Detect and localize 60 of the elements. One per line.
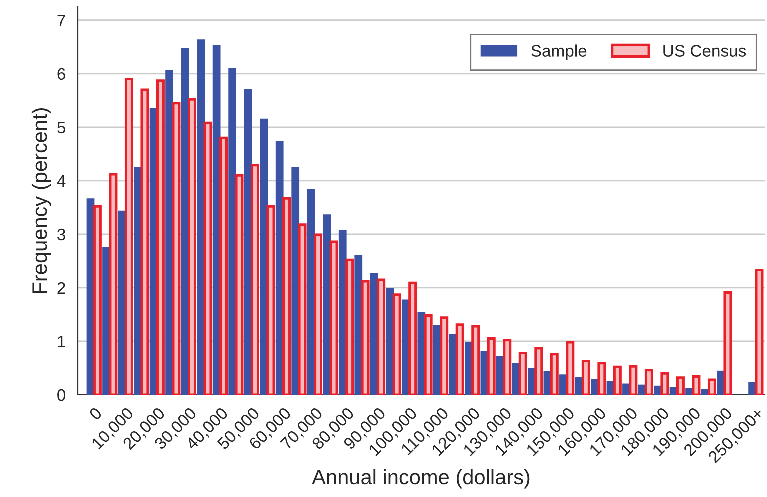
bar (582, 360, 590, 395)
bar (235, 174, 244, 395)
bar (724, 292, 732, 395)
bar (314, 234, 323, 395)
bar (487, 338, 496, 395)
bar (109, 173, 118, 395)
bar (282, 197, 292, 395)
bar (292, 167, 300, 395)
bar (708, 378, 716, 395)
bar (361, 280, 370, 395)
bar (472, 325, 480, 395)
y-tick-label: 3 (58, 228, 66, 241)
bar (260, 118, 268, 395)
y-axis-title: Frequency (percent) (32, 108, 52, 294)
y-tick-label: 2 (58, 282, 66, 294)
bar (188, 98, 196, 395)
bar (354, 255, 363, 395)
bar (220, 136, 228, 395)
bar (644, 369, 654, 395)
y-tick-label: 4 (57, 176, 66, 187)
bar (323, 214, 332, 395)
bar (566, 341, 575, 395)
bar (692, 376, 701, 395)
bar (392, 294, 402, 395)
bar (613, 366, 622, 395)
y-tick-label: 1 (58, 336, 66, 348)
bar (629, 365, 638, 395)
y-tick-label: 6 (58, 68, 66, 80)
bar (156, 80, 165, 395)
y-tick-label: 5 (58, 122, 66, 134)
bar (598, 362, 606, 395)
bar (197, 40, 205, 395)
bar (346, 258, 354, 395)
bar (676, 376, 685, 395)
bar (172, 102, 181, 395)
legend-label: Sample (532, 44, 587, 60)
bar (408, 282, 418, 395)
bar (204, 122, 212, 395)
bar (424, 314, 433, 395)
bar (518, 352, 528, 395)
bar (503, 339, 512, 395)
bar (377, 278, 386, 395)
legend-label: US Census (664, 45, 746, 57)
bar (140, 88, 150, 395)
bar (660, 372, 670, 395)
y-tick-label: 7 (58, 14, 66, 26)
bar (266, 205, 276, 395)
bar (124, 78, 134, 395)
bar (534, 347, 544, 395)
bar (251, 164, 260, 395)
bar (298, 224, 307, 395)
bar (330, 240, 338, 395)
bar (228, 68, 237, 395)
bar (440, 316, 449, 395)
bar (755, 269, 764, 395)
y-tick-label: 0 (58, 389, 66, 402)
bar (550, 353, 559, 395)
x-axis-title: Annual income (dollars) (312, 469, 530, 489)
bar (93, 205, 102, 395)
bar (456, 324, 464, 395)
